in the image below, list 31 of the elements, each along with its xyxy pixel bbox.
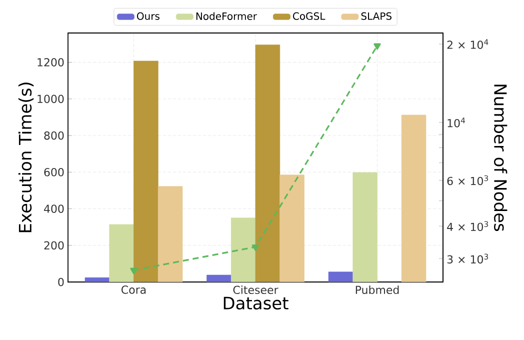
y2-tick-label: 6 × 10$^{3}$ <box>447 175 488 186</box>
x-tick-label: Cora <box>122 286 146 294</box>
legend-label: NodeFormer <box>196 12 257 20</box>
y-tick-label: 200 <box>44 241 64 250</box>
point <box>130 268 138 274</box>
y-tick-label: 0 <box>58 278 64 286</box>
y-tick-label: 1000 <box>38 94 64 104</box>
y-tick-label: 800 <box>44 131 64 140</box>
legend-label: SLAPS <box>361 12 392 20</box>
bar <box>401 114 426 282</box>
y2-tick-label: 10$^{4}$ <box>448 118 466 128</box>
y2-tick-label: 2 × 10$^{4}$ <box>447 39 488 49</box>
y-tick-label: 600 <box>44 168 64 176</box>
point <box>374 43 381 50</box>
y-tick-label: 1200 <box>38 58 64 66</box>
y-tick-label: 400 <box>44 204 64 213</box>
bar <box>280 174 304 282</box>
legend-label: CoGSL <box>293 12 326 20</box>
legend-label: Ours <box>136 12 160 20</box>
y-axis-title: Execution Time(s) <box>18 82 34 232</box>
bar <box>206 274 232 282</box>
point <box>252 244 260 251</box>
x-axis-title: Dataset <box>224 296 288 310</box>
bar <box>158 186 183 282</box>
bar <box>84 277 110 282</box>
x-tick-label: Citeseer <box>233 286 278 294</box>
y2-axis-title: Number of Nodes <box>494 84 508 232</box>
bar <box>328 272 354 282</box>
y2-tick-label: 3 × 10$^{3}$ <box>447 254 488 264</box>
y2-tick-label: 4 × 10$^{3}$ <box>447 221 488 232</box>
x-tick-label: Pubmed <box>356 286 399 294</box>
